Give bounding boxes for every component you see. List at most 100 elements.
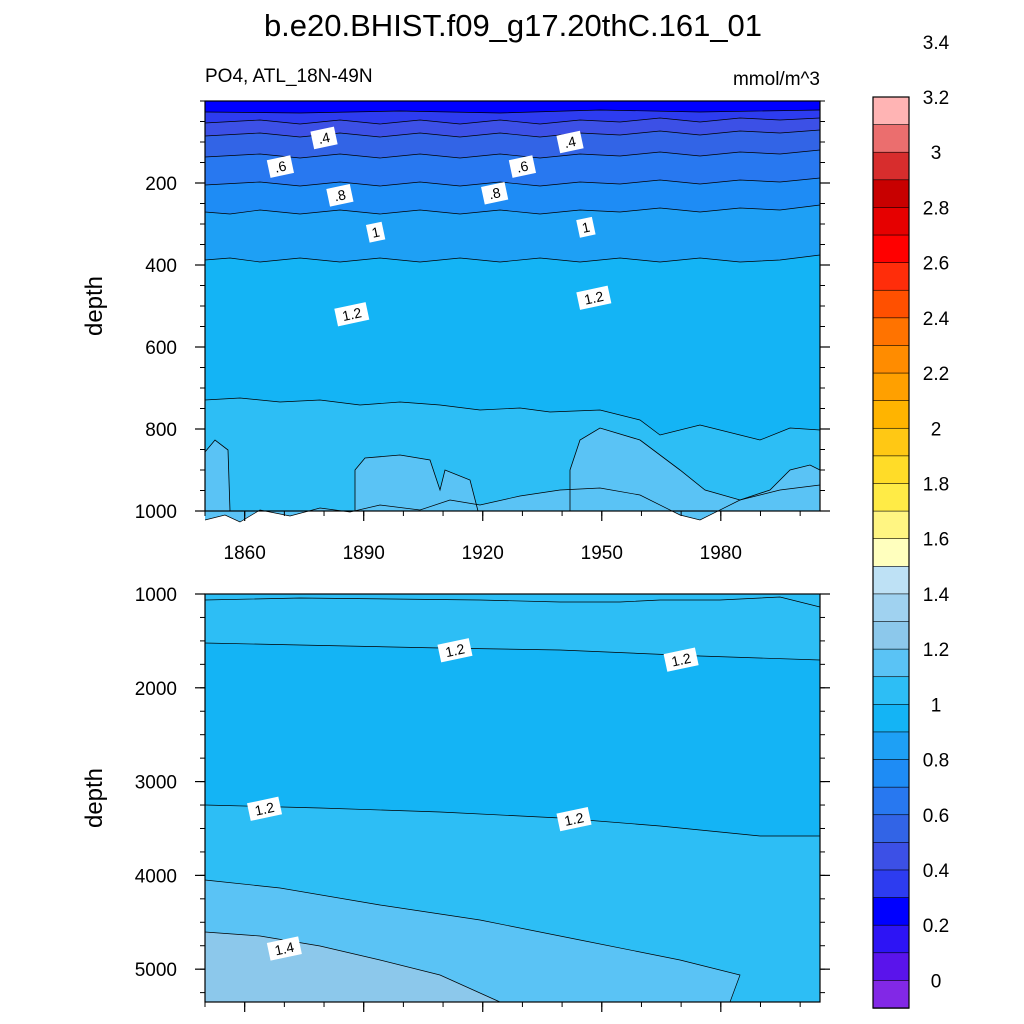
contour-label-box <box>326 184 354 207</box>
contour-label-box <box>246 796 283 821</box>
y-tick-label: 4000 <box>135 866 177 887</box>
colorbar-swatch <box>872 289 910 319</box>
contour-label-box <box>266 936 302 961</box>
x-tick-label: 1980 <box>700 543 742 564</box>
x-tick-label: 1890 <box>343 543 385 564</box>
colorbar-label: 2.2 <box>923 364 949 385</box>
contour-label-box <box>576 216 596 238</box>
colorbar-swatch <box>872 510 910 540</box>
contour-label: .8 <box>326 184 354 207</box>
colorbar-swatch <box>872 648 910 678</box>
contour-label: .6 <box>266 155 294 178</box>
colorbar-label: 2.4 <box>923 309 950 330</box>
colorbar-label: 3 <box>931 143 942 164</box>
colorbar-label: 2.6 <box>923 254 949 275</box>
colorbar-label: 0.4 <box>923 861 950 882</box>
colorbar-swatch <box>872 151 910 181</box>
upper-panel: 200 400 600 800 1000 .4 .4 .6 .6 .8 .8 1 1 1.2 1.2 de… <box>81 100 830 523</box>
colorbar-swatch <box>872 317 910 347</box>
colorbar-swatch <box>872 124 910 153</box>
units-label: mmol/m^3 <box>733 69 820 90</box>
y-tick-label: 600 <box>145 338 177 359</box>
colorbar-label: 1.6 <box>923 530 949 551</box>
contour-label: 1.2 <box>556 806 592 832</box>
colorbar-swatch <box>872 676 910 706</box>
contour-label-box <box>576 285 612 310</box>
contour-label-text: 1.4 <box>273 939 296 959</box>
contour-label: .4 <box>556 130 584 154</box>
contour-label-text: .6 <box>515 158 530 176</box>
contour-label-text: 1.2 <box>563 809 586 829</box>
contour-label-box <box>556 130 584 154</box>
colorbar-swatch <box>872 262 910 291</box>
colorbar-swatch <box>872 759 910 788</box>
colorbar-swatch <box>872 786 910 816</box>
contour-label: .6 <box>508 155 537 178</box>
contour-label-box <box>663 647 699 672</box>
x-tick-label: 1860 <box>224 543 266 564</box>
contour-label: 1.2 <box>246 796 283 821</box>
colorbar-label: 0.6 <box>923 806 949 827</box>
colorbar-label: 3.2 <box>923 88 949 109</box>
colorbar-swatch <box>872 897 910 926</box>
contour-label-text: 1.2 <box>253 799 276 819</box>
contour-label-box <box>437 638 473 663</box>
contour-label: 1.2 <box>437 638 473 663</box>
colorbar-label: 0 <box>931 971 942 992</box>
contour-label-text: .8 <box>487 184 502 202</box>
contour-label-text: .4 <box>563 133 578 151</box>
contour-label-box <box>310 126 338 150</box>
colorbar-swatch <box>872 427 910 457</box>
colorbar-swatch <box>872 924 910 954</box>
contour-label-text: 1.2 <box>670 650 693 670</box>
lower-panel: 1000 2000 3000 4000 5000 1.2 1.2 1.2 1.2 1.4 dep… <box>81 585 830 1003</box>
colorbar-swatch <box>872 234 910 264</box>
colorbar-swatch <box>872 400 910 429</box>
x-tick-label: 1950 <box>581 543 623 564</box>
colorbar-swatch <box>872 538 910 568</box>
contour-label-text: 1 <box>580 219 591 236</box>
lower-y-axis-label: depth <box>81 768 108 828</box>
contour-label-text: .4 <box>317 129 332 147</box>
y-tick-label: 3000 <box>135 773 177 794</box>
colorbar-swatch <box>872 483 910 512</box>
contour-label: 1.2 <box>576 285 612 310</box>
colorbar-swatch <box>872 869 910 899</box>
colorbar-swatch <box>872 980 910 1009</box>
x-tick-label: 1920 <box>462 543 504 564</box>
colorbar-swatch <box>872 593 910 623</box>
colorbar-label: 1.4 <box>923 585 950 606</box>
colorbar-label: 3.4 <box>923 33 950 54</box>
y-tick-label: 1000 <box>135 585 177 606</box>
y-tick-label: 1000 <box>135 502 177 523</box>
colorbar-swatch <box>872 455 910 485</box>
upper-y-axis-label: depth <box>81 276 108 336</box>
contour-label-text: 1.2 <box>444 640 467 660</box>
colorbar-swatch <box>872 952 910 982</box>
colorbar-swatch <box>872 207 910 236</box>
colorbar-label: 2 <box>931 419 942 440</box>
colorbar-swatch <box>872 372 910 402</box>
colorbar-swatch <box>872 731 910 761</box>
contour-label-box <box>481 181 509 205</box>
contour-label-text: .6 <box>273 158 288 176</box>
colorbar-frame <box>872 96 910 1009</box>
contour-label-box <box>334 302 370 327</box>
colorbar-swatch <box>872 96 910 126</box>
contour-label: 1.2 <box>663 647 699 672</box>
colorbar-swatch <box>872 814 910 844</box>
colorbar-swatch <box>872 621 910 650</box>
colorbar: 0 0.2 0.4 0.6 0.8 1 1.2 1.4 1.6 1.8 2 2.2 2.4 2.6 2.8 3… <box>872 33 950 1009</box>
y-tick-label: 800 <box>145 420 177 441</box>
colorbar-label: 0.2 <box>923 916 949 937</box>
colorbar-label: 2.8 <box>923 198 949 219</box>
contour-label: .8 <box>481 181 509 205</box>
colorbar-label: 0.8 <box>923 751 949 772</box>
contour-label: .4 <box>310 126 338 150</box>
contour-label-text: 1 <box>370 224 381 241</box>
contour-label-text: 1.2 <box>341 304 364 324</box>
contour-label: 1.4 <box>266 936 302 961</box>
y-tick-label: 5000 <box>135 960 177 981</box>
contour-label: 1.2 <box>334 302 370 327</box>
